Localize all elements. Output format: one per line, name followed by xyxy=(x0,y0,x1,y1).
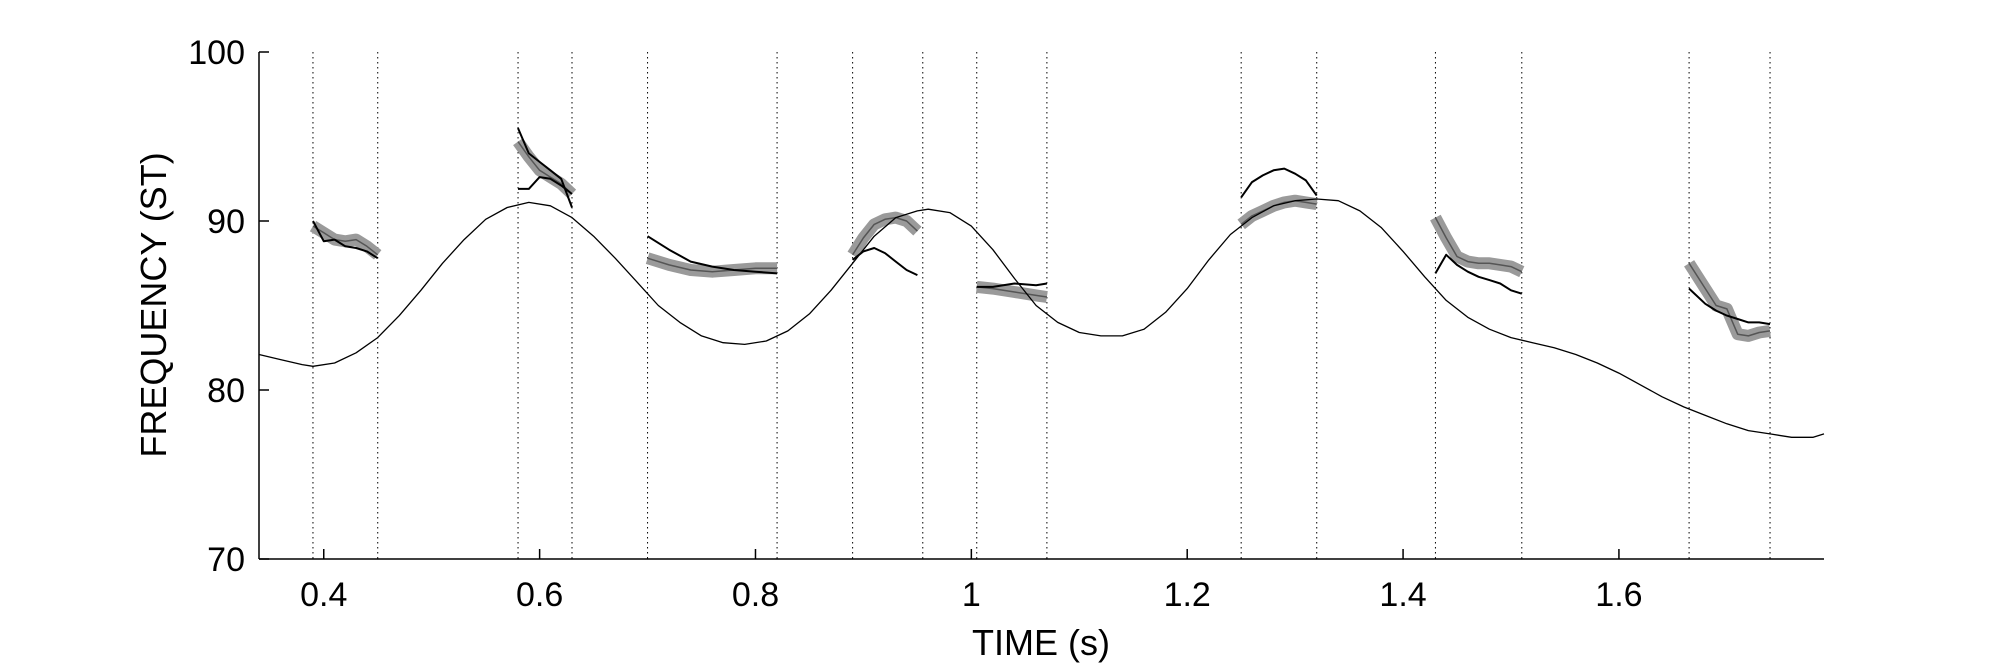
band-center-line xyxy=(1434,217,1523,273)
x-tick-label: 1.6 xyxy=(1595,576,1642,614)
x-axis-label: TIME (s) xyxy=(972,622,1110,663)
x-tick-label: 1 xyxy=(962,576,981,614)
band-center-line xyxy=(647,257,778,273)
pitch-contour-line xyxy=(258,198,1825,438)
x-tick-label: 0.4 xyxy=(300,576,347,614)
band-center-line xyxy=(976,286,1048,298)
stylized-segment-line xyxy=(312,220,379,260)
stylized-segment-line xyxy=(1434,253,1523,295)
y-tick-label: 70 xyxy=(207,541,245,579)
stylized-segment-line xyxy=(1240,167,1318,198)
y-tick-label: 90 xyxy=(207,203,245,241)
x-ticks: 0.4 0.6 0.8 1 1.2 1.4 1.6 xyxy=(300,549,1643,614)
confidence-bands xyxy=(309,138,1771,342)
x-tick-label: 0.6 xyxy=(516,576,563,614)
x-tick-label: 0.8 xyxy=(732,576,779,614)
band-center-line xyxy=(1688,262,1771,337)
y-tick-label: 100 xyxy=(188,34,245,72)
axes xyxy=(258,52,1824,560)
band-center-line xyxy=(851,216,918,256)
band-center-line xyxy=(312,225,379,256)
stylized-segment-line xyxy=(517,127,573,208)
stylized-segments xyxy=(312,127,1771,326)
x-tick-label: 1.4 xyxy=(1379,576,1426,614)
y-tick-label: 80 xyxy=(207,372,245,410)
stylized-segment-line xyxy=(647,235,778,275)
stylized-segment-line xyxy=(851,247,918,277)
stylized-segment-line xyxy=(1688,287,1771,326)
y-axis-label: FREQUENCY (ST) xyxy=(133,152,174,457)
contour-layer xyxy=(258,198,1825,438)
confidence-band xyxy=(847,211,922,259)
x-tick-label: 1.2 xyxy=(1164,576,1211,614)
y-ticks: 70 80 90 100 xyxy=(188,34,269,579)
stylized-segment-line xyxy=(976,282,1048,288)
segment-boundaries xyxy=(312,52,1771,559)
stylized-segment-line xyxy=(518,176,573,195)
